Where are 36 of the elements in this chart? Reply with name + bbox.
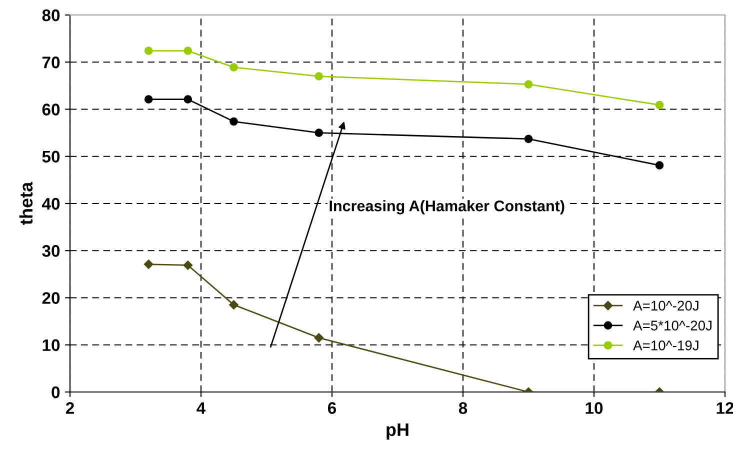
point (524, 80, 533, 88)
y-tick-label: 70 (42, 56, 60, 68)
y-axis-title: theta (19, 182, 33, 225)
point (144, 95, 153, 104)
y-tick-label: 20 (42, 292, 60, 304)
point (183, 260, 193, 270)
legend-label: A=10^-20J (633, 300, 698, 311)
y-tick-label: 60 (42, 104, 60, 116)
x-tick-label: 4 (196, 402, 206, 414)
y-tick-label: 30 (42, 245, 60, 257)
x-tick-label: 10 (586, 402, 603, 414)
legend-label: A=10^-19J (633, 340, 698, 350)
point (655, 161, 664, 170)
point (314, 128, 324, 137)
x-tick-label: 6 (328, 402, 336, 414)
x-axis-title: pH (386, 423, 408, 440)
point (314, 333, 324, 342)
y-tick-label: 40 (42, 198, 60, 210)
y-tick-label: 50 (42, 150, 60, 163)
y-tick-label: 10 (42, 339, 60, 352)
point (524, 134, 533, 144)
annotation: Increasing A(Hamaker Constant) (330, 200, 564, 214)
point (184, 46, 192, 55)
point (144, 260, 154, 269)
point (230, 63, 238, 72)
x-tick-label: 8 (458, 402, 468, 414)
point (229, 300, 238, 310)
point (230, 117, 238, 126)
x-tick-label: 2 (66, 402, 74, 414)
point (314, 72, 324, 80)
point (144, 46, 153, 55)
y-tick-label: 80 (42, 9, 60, 22)
point (655, 100, 664, 110)
y-tick-label: 0 (52, 386, 60, 398)
legend-label: A=5*10^-20J (633, 320, 712, 330)
point (184, 95, 192, 104)
